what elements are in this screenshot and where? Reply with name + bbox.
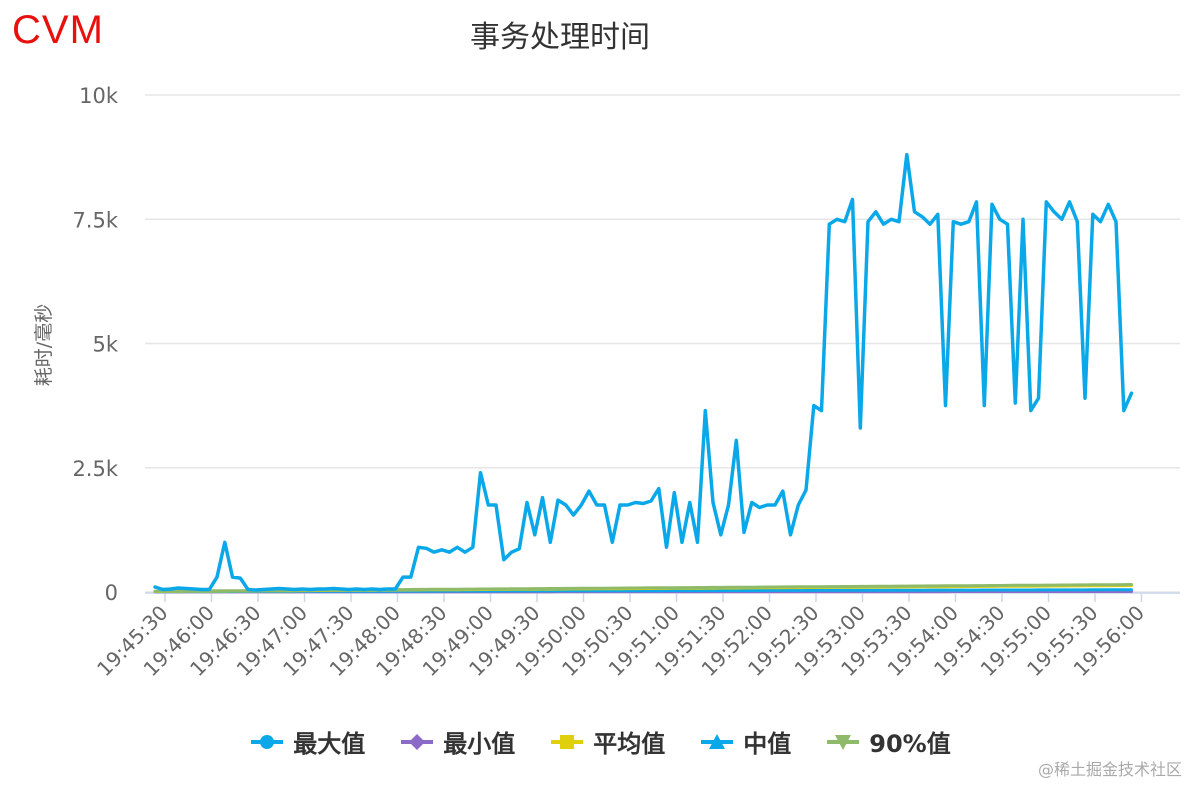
watermark: @稀土掘金技术社区 [1037, 760, 1182, 779]
y-axis-label: 耗时/毫秒 [33, 304, 55, 386]
brand-label: CVM [12, 8, 104, 52]
chart-legend: 最大值 最小值 平均值 中值 90%值 [0, 724, 1200, 759]
legend-marker-icon [251, 734, 284, 749]
legend-marker-icon [551, 734, 584, 749]
chart-title: 事务处理时间 [470, 20, 650, 55]
y-tick-label: 0 [105, 581, 118, 605]
legend-marker-icon [827, 734, 860, 750]
legend-item-1[interactable]: 最小值 [399, 724, 515, 759]
y-tick-label: 7.5k [72, 208, 118, 232]
y-tick-label: 2.5k [72, 457, 118, 481]
legend-item-2[interactable]: 平均值 [549, 724, 665, 759]
legend-label: 90%值 [869, 730, 951, 758]
legend-label: 中值 [743, 730, 792, 758]
y-tick-label: 5k [92, 333, 118, 357]
legend-marker-icon [701, 733, 734, 749]
legend-label: 最小值 [443, 730, 516, 758]
y-tick-label: 10k [79, 84, 119, 108]
legend-item-4[interactable]: 90%值 [825, 724, 951, 759]
legend-label: 最大值 [293, 730, 366, 758]
series-line-0 [153, 152, 1134, 592]
legend-item-0[interactable]: 最大值 [249, 724, 365, 759]
legend-marker-icon [401, 733, 434, 750]
legend-item-3[interactable]: 中值 [699, 724, 791, 759]
legend-label: 平均值 [593, 730, 666, 758]
